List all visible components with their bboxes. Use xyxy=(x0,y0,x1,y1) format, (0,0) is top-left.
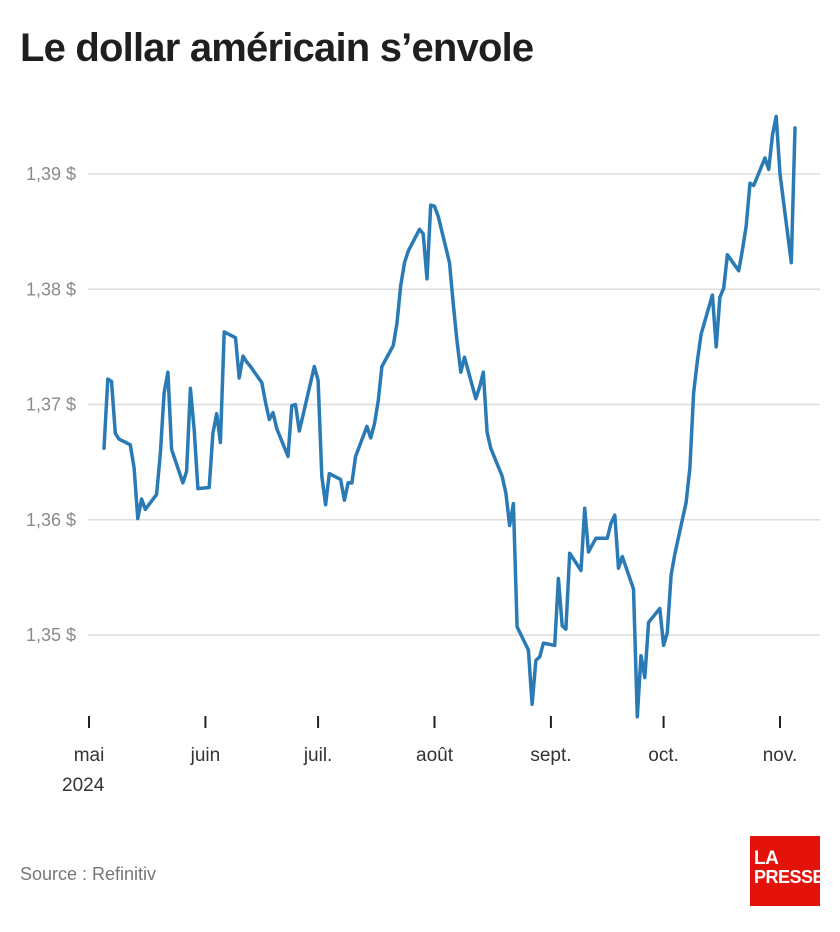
y-tick-label: 1,35 $ xyxy=(26,625,76,645)
source-note: Source : Refinitiv xyxy=(20,864,157,884)
y-tick-label: 1,37 $ xyxy=(26,395,76,415)
logo-line-1: LA xyxy=(754,848,779,869)
x-axis-ticks: mai juin juil. août sept. oct. nov. xyxy=(74,716,798,766)
x-tick-label: sept. xyxy=(530,745,571,766)
logo-line-2: PRESSE xyxy=(754,867,825,887)
y-tick-label: 1,39 $ xyxy=(26,164,76,184)
x-tick-label: juil. xyxy=(303,745,333,766)
x-axis-year-label: 2024 xyxy=(62,775,105,796)
x-tick-label: août xyxy=(416,745,454,766)
series-line xyxy=(102,114,797,719)
y-tick-label: 1,38 $ xyxy=(26,279,76,299)
x-tick-label: nov. xyxy=(763,745,798,766)
y-tick-label: 1,36 $ xyxy=(26,510,76,530)
x-tick-label: oct. xyxy=(648,745,679,766)
la-presse-logo[interactable]: LA PRESSE xyxy=(750,836,825,906)
chart-title: Le dollar américain s’envole xyxy=(20,26,534,70)
x-tick-label: mai xyxy=(74,745,105,766)
gridlines xyxy=(88,173,820,636)
x-tick-label: juin xyxy=(190,745,221,766)
series-layer xyxy=(102,114,797,719)
y-axis-tick-labels: 1,35 $ 1,36 $ 1,37 $ 1,38 $ 1,39 $ xyxy=(26,164,76,645)
